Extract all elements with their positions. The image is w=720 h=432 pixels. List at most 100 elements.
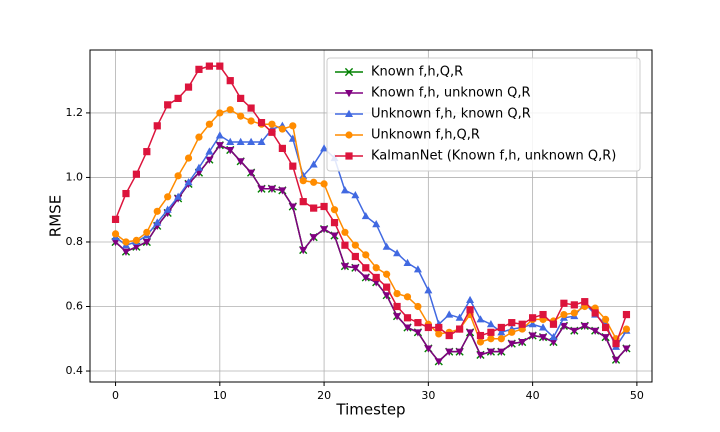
marker [466,306,474,314]
marker [560,310,568,319]
marker [143,228,151,236]
series [111,142,631,366]
marker [403,258,412,266]
x-tick-label: 10 [213,389,227,402]
marker [320,226,329,234]
marker [445,348,454,356]
marker [476,315,485,323]
marker [205,62,213,70]
marker [164,193,172,201]
marker [215,131,224,139]
marker [487,328,495,336]
marker [330,232,339,240]
marker [413,329,422,337]
marker [268,120,276,128]
marker [476,351,485,360]
marker [310,178,318,186]
marker [351,252,359,261]
x-tick-label: 20 [317,389,331,402]
y-tick-label: 0.4 [66,364,84,377]
marker [466,295,475,304]
marker [278,125,286,133]
marker [601,334,610,342]
marker [497,323,505,332]
marker [164,101,172,109]
x-tick-label: 50 [630,389,644,402]
marker [320,202,328,211]
marker [163,205,172,213]
marker [497,335,505,343]
marker [278,144,286,153]
marker [508,328,516,336]
marker [581,298,589,306]
marker [237,94,245,102]
marker [403,314,412,322]
marker [299,177,307,185]
marker [455,313,464,321]
marker [345,90,353,98]
y-tick-label: 0.8 [66,235,84,248]
marker [434,358,443,366]
marker [194,163,203,171]
marker [111,238,120,247]
marker [121,248,130,256]
marker [612,356,621,364]
x-tick-label: 40 [526,389,540,402]
marker [236,137,245,145]
marker [486,320,495,328]
marker [393,249,402,257]
marker [518,320,526,328]
marker [226,147,235,155]
marker [413,265,422,273]
marker [456,325,464,333]
marker [528,320,537,328]
marker [174,94,182,102]
marker [153,122,161,130]
marker [226,106,234,114]
marker [330,206,339,214]
marker [247,117,255,125]
marker [257,118,266,127]
marker [216,62,224,70]
marker [236,158,245,166]
marker [184,154,193,162]
marker [299,247,308,255]
legend: Known f,h,Q,R Known f,h, unknown Q,R Unkno… [326,57,641,172]
marker [257,137,266,145]
marker [361,211,370,220]
x-tick-label: 30 [421,389,435,402]
marker [247,104,255,112]
plot-frame [89,49,653,383]
marker [560,299,568,307]
marker [612,340,620,348]
marker [476,331,485,340]
marker [361,274,370,282]
marker [247,169,256,177]
marker [226,137,235,145]
marker [267,185,276,193]
marker [424,286,433,294]
marker [559,322,568,331]
marker [309,160,318,168]
marker [153,207,161,215]
marker [518,338,527,347]
marker [195,65,203,73]
marker [344,67,354,77]
marker [424,323,432,332]
marker [345,109,353,117]
marker [341,241,349,249]
marker [539,310,547,319]
marker [549,338,558,347]
marker [602,323,610,332]
marker [184,178,193,186]
marker [508,319,516,327]
marker [132,236,140,244]
marker [529,314,537,322]
marker [403,324,412,332]
marker [205,156,214,164]
marker [310,204,318,212]
y-axis-label: RMSE [47,195,65,237]
marker [372,264,380,272]
marker [622,325,631,333]
marker [299,171,308,179]
